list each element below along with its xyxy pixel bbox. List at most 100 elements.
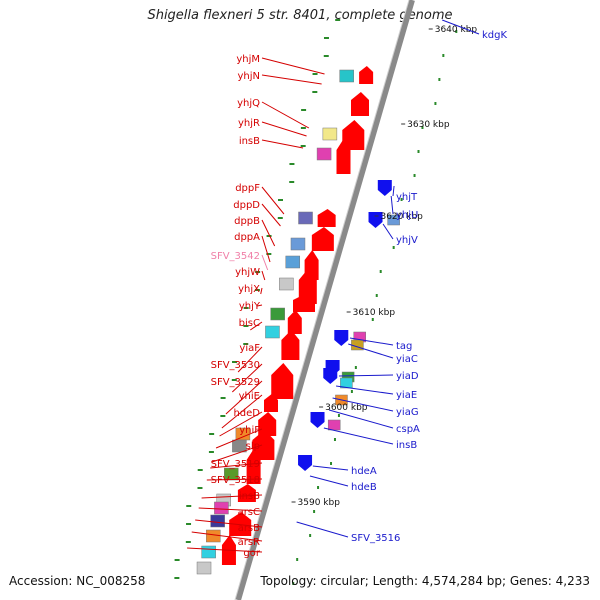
gene-label-forward: insB: [239, 491, 260, 502]
gene-connector: [338, 374, 394, 377]
cds-forward-arrow: [317, 209, 336, 227]
gene-label-forward: yiaF: [239, 343, 260, 354]
cds-reverse-arrow: [323, 368, 338, 384]
gene-label-reverse: hdeA: [351, 466, 377, 477]
cds-forward-arrow: [237, 484, 256, 502]
gene-label-reverse: yiaG: [396, 407, 419, 418]
gene-label-forward: hdeD: [233, 408, 260, 419]
feature-block: [232, 439, 247, 453]
cds-forward-arrow: [359, 66, 374, 84]
gene-label-reverse: yhjV: [396, 235, 418, 246]
gene-connector: [221, 394, 263, 429]
genome-title: Shigella flexneri 5 str. 8401, complete …: [147, 8, 453, 23]
feature-block: [322, 127, 338, 141]
gene-label-reverse: yiaD: [396, 371, 419, 382]
gene-label-forward: yhjQ: [237, 98, 260, 109]
gene-label-forward: yhjM: [236, 54, 260, 65]
gene-connector: [261, 74, 322, 85]
gene-connector: [261, 186, 285, 215]
gene-connector: [198, 507, 263, 512]
gene-label-forward: yhiE: [239, 391, 260, 402]
gene-connector: [261, 203, 281, 227]
cds-forward-arrow: [311, 227, 334, 251]
gene-connector: [349, 337, 394, 346]
feature-block: [285, 255, 301, 269]
scale-mark: 3640 kbp: [428, 25, 477, 35]
cds-reverse-arrow: [334, 330, 349, 346]
gene-connector: [261, 139, 304, 149]
scale-label: 3620 kbp: [380, 212, 423, 222]
feature-block: [298, 211, 313, 225]
gene-connector: [296, 521, 349, 538]
feature-block: [196, 561, 212, 575]
cds-forward-arrow: [336, 138, 351, 174]
gene-connector: [261, 57, 325, 75]
gene-connector: [261, 101, 310, 129]
gene-label-reverse: yiaE: [396, 390, 417, 401]
scale-label: 3600 kbp: [325, 403, 368, 413]
scale-label: 3630 kbp: [407, 120, 450, 130]
gene-connector: [210, 462, 263, 469]
feature-block: [206, 529, 221, 543]
gene-label-forward: arsB: [238, 523, 260, 534]
gene-connector: [219, 411, 263, 437]
gene-connector: [260, 287, 263, 295]
cds-reverse-arrow: [310, 412, 325, 428]
gene-label-forward: dppB: [234, 216, 260, 227]
gene-connector: [328, 409, 394, 429]
gene-connector: [206, 478, 263, 481]
gene-label-forward: gor: [243, 548, 260, 559]
scale-mark: 3620 kbp: [374, 212, 423, 222]
gene-label-reverse: cspA: [396, 424, 420, 435]
gene-label-reverse: yhjU: [396, 210, 418, 221]
genome-summary: Topology: circular; Length: 4,574,284 bp…: [260, 574, 590, 588]
feature-block: [290, 237, 306, 251]
cds-forward-arrow: [252, 430, 275, 460]
gene-connector: [225, 380, 263, 415]
gene-label-forward: SFV_3530: [211, 360, 260, 371]
gene-connector: [335, 385, 394, 395]
feature-block: [339, 69, 354, 83]
gene-label-forward: arsC: [238, 507, 260, 518]
gene-label-forward: insB: [239, 136, 260, 147]
gene-label-forward: yhjW: [235, 267, 260, 278]
gene-label-forward: yhjN: [237, 71, 260, 82]
gene-connector: [261, 121, 307, 137]
gene-connector: [195, 519, 263, 528]
scale-mark: 3590 kbp: [291, 498, 340, 508]
gene-label-forward: dppA: [234, 232, 260, 243]
gene-label-forward: yhjY: [239, 301, 261, 312]
cds-forward-arrow: [264, 394, 278, 412]
feature-block: [316, 147, 332, 161]
gene-connector: [261, 235, 271, 263]
gene-connector: [332, 397, 394, 412]
gene-label-forward: yhjX: [238, 284, 260, 295]
gene-label-reverse: SFV_3516: [351, 533, 400, 544]
cds-forward-arrow: [287, 310, 302, 334]
cds-forward-arrow: [229, 512, 252, 536]
cds-forward-arrow: [258, 412, 277, 436]
gene-connector: [392, 185, 395, 197]
gene-label-forward: dppD: [233, 200, 260, 211]
gene-connector: [309, 475, 349, 487]
gene-connector: [191, 531, 263, 542]
genome-backbone: [235, 0, 415, 600]
gene-connector: [250, 321, 263, 331]
feature-block: [327, 419, 341, 431]
accession-label: Accession: NC_008258: [9, 574, 146, 588]
gene-connector: [237, 346, 263, 373]
gene-connector: [215, 428, 263, 449]
feature-block: [387, 214, 400, 226]
gene-connector: [261, 270, 266, 281]
gene-label-reverse: yhjT: [396, 192, 418, 203]
scale-mark: 3600 kbp: [319, 403, 368, 413]
feature-block: [270, 307, 285, 321]
gene-label-reverse: tag: [396, 341, 412, 352]
gene-label-reverse: hdeB: [351, 482, 377, 493]
gene-connector: [257, 304, 263, 307]
genome-backbone-edge: [234, 0, 410, 600]
gene-label-forward: SFV_3529: [211, 377, 260, 388]
gene-label-reverse: kdgK: [482, 30, 507, 41]
gene-label-forward: yhjR: [238, 118, 260, 129]
